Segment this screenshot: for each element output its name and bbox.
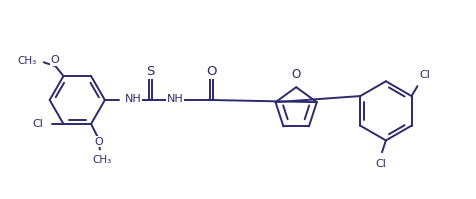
Text: NH: NH [167, 94, 183, 104]
Text: NH: NH [125, 94, 141, 104]
Text: O: O [95, 137, 103, 147]
Text: O: O [50, 55, 59, 65]
Text: Cl: Cl [376, 159, 387, 169]
Text: Cl: Cl [419, 70, 430, 80]
Text: CH₃: CH₃ [92, 155, 111, 165]
Text: Cl: Cl [33, 119, 44, 129]
Text: O: O [292, 68, 301, 81]
Text: O: O [206, 65, 217, 78]
Text: S: S [146, 65, 154, 78]
Text: CH₃: CH₃ [18, 56, 37, 66]
